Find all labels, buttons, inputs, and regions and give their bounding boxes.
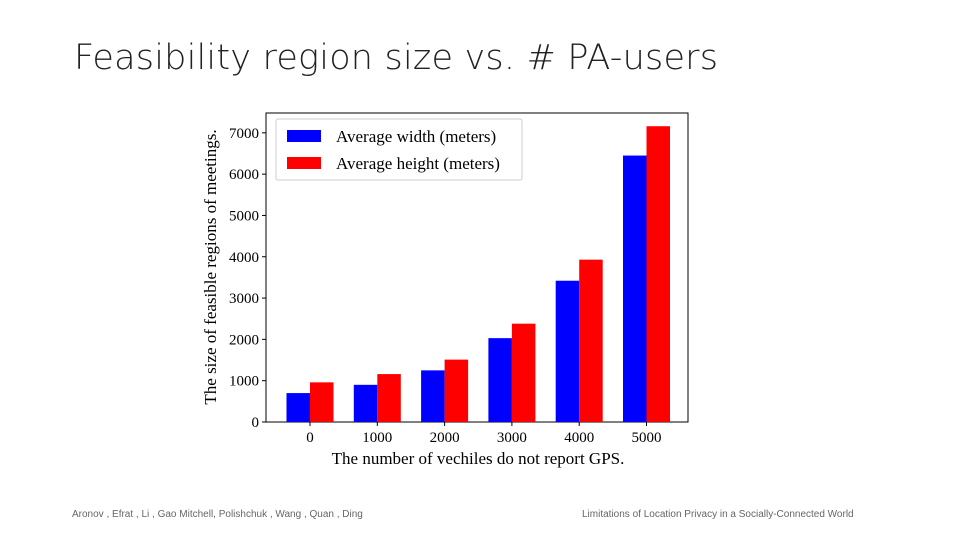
- footer-authors: Aronov , Efrat , Li , Gao Mitchell, Poli…: [72, 509, 363, 520]
- x-tick-label-4000: 4000: [564, 430, 594, 446]
- y-tick-label-4000: 4000: [229, 250, 259, 266]
- bar-width-0: [286, 393, 310, 422]
- bar-height-5000: [646, 126, 670, 422]
- bar-width-5000: [623, 155, 647, 423]
- x-axis: 0 1000 2000 3000 4000 5000: [306, 422, 662, 446]
- x-tick-label-5000: 5000: [632, 430, 662, 446]
- bar-height-4000: [579, 259, 603, 422]
- slide-title: Feasibility region size vs. # PA-users: [74, 38, 719, 78]
- legend-swatch-width: [287, 130, 321, 142]
- y-axis-label: The size of feasible regions of meetings…: [201, 129, 220, 404]
- y-tick-label-5000: 5000: [229, 208, 259, 224]
- x-tick-label-2000: 2000: [430, 430, 460, 446]
- x-tick-label-1000: 1000: [362, 430, 392, 446]
- legend-label-height: Average height (meters): [336, 154, 500, 173]
- bar-height-0: [310, 382, 334, 422]
- x-tick-label-3000: 3000: [497, 430, 527, 446]
- bar-width-1000: [353, 384, 378, 422]
- y-tick-label-1000: 1000: [229, 374, 259, 390]
- y-tick-label-3000: 3000: [229, 291, 259, 307]
- x-tick-label-0: 0: [306, 430, 314, 446]
- y-tick-label-6000: 6000: [229, 167, 259, 183]
- y-tick-label-0: 0: [252, 415, 260, 431]
- bar-height-3000: [511, 323, 536, 422]
- bar-width-3000: [488, 338, 512, 422]
- bar-width-4000: [555, 280, 580, 422]
- x-axis-label: The number of vechiles do not report GPS…: [332, 449, 625, 468]
- legend-label-width: Average width (meters): [336, 127, 496, 146]
- bar-height-2000: [444, 359, 469, 422]
- plot-area: [265, 112, 689, 423]
- bar-width-2000: [421, 370, 445, 422]
- y-axis: 0 1000 2000 3000 4000 5000 6000 7000: [229, 126, 266, 431]
- footer-talk-title: Limitations of Location Privacy in a Soc…: [582, 509, 854, 520]
- y-tick-label-2000: 2000: [229, 332, 259, 348]
- legend: Average width (meters) Average height (m…: [275, 118, 523, 181]
- bars-group: [286, 126, 670, 423]
- bar-height-1000: [377, 374, 401, 422]
- y-tick-label-7000: 7000: [229, 126, 259, 142]
- legend-swatch-height: [287, 157, 321, 169]
